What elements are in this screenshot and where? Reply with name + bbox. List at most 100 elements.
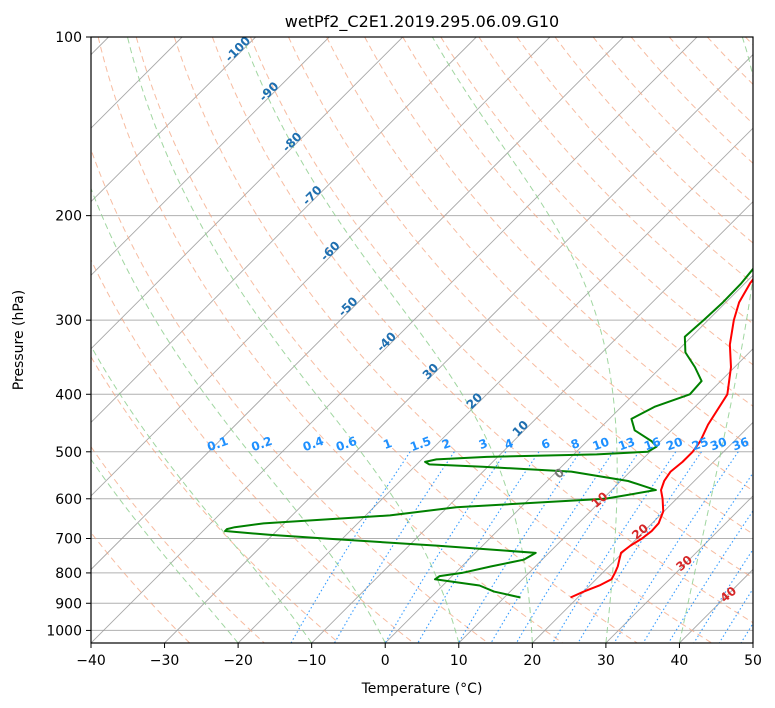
temperature-profile-line: [570, 277, 753, 599]
moist-adiabat-line: [242, 37, 533, 643]
mixing-ratio-label: 13: [616, 435, 636, 454]
x-tick-label: −40: [76, 653, 106, 669]
adiabat-label: 0: [552, 465, 567, 481]
mixing-ratio-label: 0.4: [301, 434, 326, 454]
dry-adiabat-line: [91, 148, 489, 643]
dry-adiabat-line: [91, 258, 414, 643]
dry-adiabat-line: [135, 37, 638, 643]
y-tick-label: 200: [55, 209, 82, 225]
y-tick-label: 100: [55, 30, 82, 46]
y-tick-label: 1000: [46, 623, 82, 639]
mixing-ratio-line: [417, 451, 540, 643]
y-tick-label: 900: [55, 596, 82, 612]
mixing-ratio-label: 0.1: [205, 434, 230, 454]
mixing-ratio-line: [693, 548, 753, 643]
mixing-ratio-line: [642, 472, 753, 643]
mixing-ratio-label: 1.5: [408, 434, 433, 454]
dry-adiabat-line: [478, 37, 753, 325]
isotherm-line: [91, 37, 698, 643]
mixing-ratio-line: [334, 451, 455, 643]
dry-adiabat-line: [326, 37, 753, 492]
isotherm-line: [91, 37, 624, 571]
x-tick-label: 40: [671, 653, 689, 669]
mixing-ratio-line: [490, 451, 614, 643]
isotherm-line: [679, 568, 753, 643]
isotherm-line: [91, 37, 551, 497]
dry-adiabat-line: [91, 355, 340, 643]
x-tick-label: 20: [523, 653, 541, 669]
mixing-ratio-label: 36: [730, 435, 750, 454]
mixing-ratio-line: [384, 451, 507, 643]
isotherm-line: [532, 421, 753, 643]
mixing-ratio-label: 3: [477, 436, 490, 452]
dry-adiabat-line: [249, 37, 753, 579]
y-tick-label: 300: [55, 313, 82, 329]
moist-adiabat-line: [91, 345, 313, 643]
isotherm-line: [458, 348, 753, 643]
mixing-ratio-label: 0.2: [249, 434, 274, 454]
y-tick-label: 500: [55, 445, 82, 461]
dry-adiabat-line: [288, 37, 753, 535]
dry-adiabat-line: [554, 37, 753, 244]
dry-adiabat-line: [91, 531, 191, 643]
mixing-ratio-line: [740, 622, 753, 643]
chart-title: wetPf2_C2E1.2019.295.06.09.G10: [285, 12, 559, 32]
y-tick-label: 400: [55, 387, 82, 403]
x-tick-label: 50: [744, 653, 762, 669]
mixing-ratio-line: [457, 451, 581, 643]
isotherm-line: [752, 642, 753, 643]
dry-adiabat-line: [211, 37, 753, 624]
mixing-ratio-line: [577, 451, 702, 643]
mixing-ratio-line: [552, 451, 677, 643]
isotherm-label: -80: [279, 129, 304, 154]
mixing-ratio-label: 6: [539, 436, 552, 452]
mixing-ratio-line: [718, 587, 753, 643]
mixing-ratio-label: 0.6: [334, 434, 359, 454]
x-tick-label: 30: [597, 653, 615, 669]
isotherm-line: [384, 274, 753, 643]
mixing-ratio-line: [515, 451, 640, 643]
moist-adiabat-line: [126, 37, 460, 643]
isotherm-line: [605, 495, 753, 643]
y-tick-label: 800: [55, 566, 82, 582]
y-tick-label: 600: [55, 492, 82, 508]
y-axis-label: Pressure (hPa): [11, 290, 27, 390]
adiabat-label: 30: [673, 553, 695, 574]
isotherm-line: [164, 53, 753, 643]
mixing-ratio-line: [668, 509, 753, 643]
x-tick-label: 10: [450, 653, 468, 669]
dry-adiabat-line: [97, 37, 563, 643]
isotherm-label: -90: [256, 79, 281, 104]
mixing-ratio-label: 8: [569, 436, 582, 452]
x-tick-label: −20: [223, 653, 253, 669]
isotherm-line: [91, 37, 330, 276]
isotherm-line: [91, 37, 404, 350]
dry-adiabat-line: [745, 37, 753, 46]
isotherm-label: -70: [300, 183, 325, 208]
mixing-ratio-label: 30: [708, 435, 728, 454]
dry-adiabat-line: [706, 37, 753, 85]
x-axis: −40 −30 −20 −10 0 10 20 30 40 50: [76, 643, 762, 669]
x-tick-label: 0: [381, 653, 390, 669]
grid-layer: [91, 37, 775, 643]
y-axis: 100 200 300 400 500 600 700 800 900 1000: [46, 30, 91, 639]
moist-adiabat-line: [678, 37, 753, 643]
mixing-ratio-label: 20: [664, 435, 684, 454]
plot-frame: [90, 36, 754, 644]
mixing-ratio-line: [290, 451, 411, 643]
mixing-ratio-label: 2: [440, 436, 453, 452]
mixing-ratio-label: 25: [690, 435, 710, 454]
mixing-ratio-line: [766, 452, 775, 643]
x-tick-label: −10: [297, 653, 327, 669]
adiabat-label: 20: [629, 521, 651, 542]
isotherm-line: [91, 37, 256, 203]
isotherm-label: -100: [222, 34, 253, 65]
dry-adiabat-line: [173, 37, 713, 643]
mixing-ratio-label: 16: [642, 435, 662, 454]
adiabat-label: 10: [589, 489, 611, 510]
moist-adiabat-line: [91, 187, 386, 643]
moist-adiabat-line: [91, 458, 239, 643]
isotherm-line: [91, 37, 477, 423]
